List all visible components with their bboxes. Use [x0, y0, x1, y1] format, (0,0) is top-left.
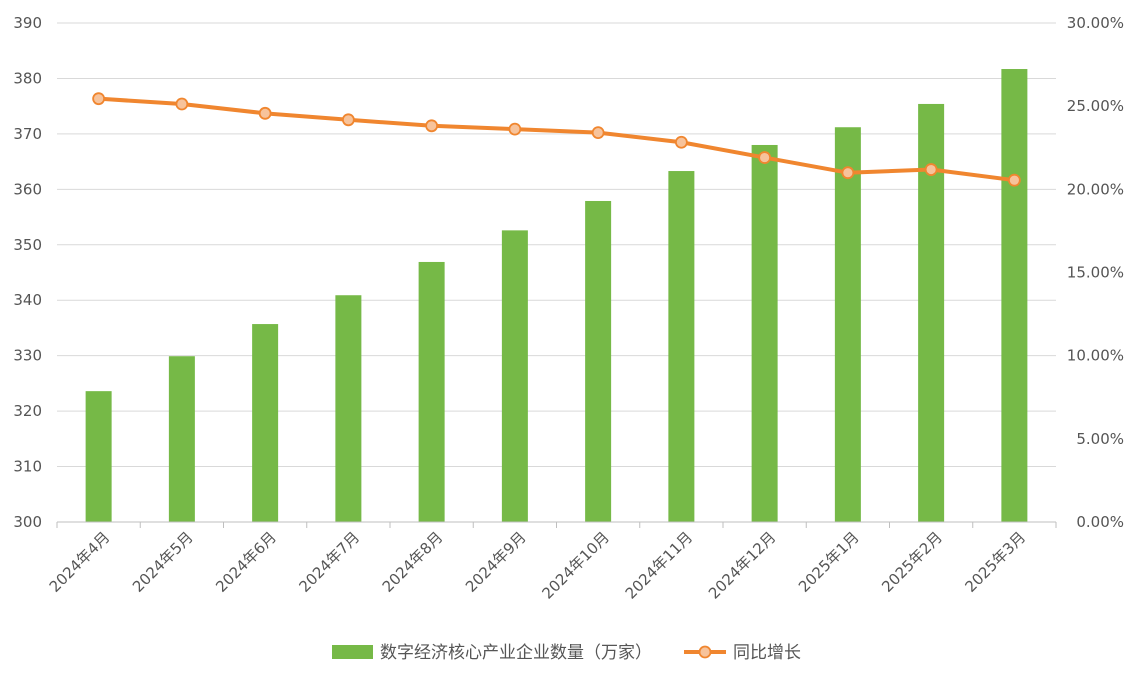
bar [585, 200, 612, 522]
line-point [341, 113, 355, 127]
bar [85, 391, 112, 522]
right-tick-label: 30.00% [1067, 14, 1124, 32]
left-tick-label: 340 [13, 291, 42, 309]
line-point [175, 97, 189, 111]
line-series [92, 92, 1021, 187]
x-tick-label: 2024年5月 [129, 528, 197, 596]
bar [252, 324, 279, 522]
line-point [841, 166, 855, 180]
legend-line-label: 同比增长 [733, 643, 801, 663]
line-point [425, 119, 439, 133]
right-tick-label: 0.00% [1076, 513, 1124, 531]
line-point [1007, 173, 1021, 187]
right-tick-label: 20.00% [1067, 180, 1124, 198]
legend: 数字经济核心产业企业数量（万家） 同比增长 [332, 643, 801, 663]
line-point [591, 126, 605, 140]
left-tick-label: 330 [13, 347, 42, 365]
bar [1001, 69, 1028, 522]
line-point [258, 106, 272, 120]
left-tick-label: 320 [13, 402, 42, 420]
right-axis-ticks: 0.00% 5.00% 10.00% 15.00% 20.00% 25.00% 30.00% [1067, 14, 1124, 531]
x-tick-label: 2025年1月 [795, 528, 863, 596]
left-axis-ticks: 300 310 320 330 340 350 360 370 380 390 [13, 14, 42, 531]
growth-line [96, 96, 1017, 183]
bar [168, 356, 195, 522]
legend-bar-swatch [332, 645, 373, 659]
right-tick-label: 25.00% [1067, 97, 1124, 115]
x-tick-label: 2024年9月 [462, 528, 530, 596]
x-tick-label: 2024年7月 [296, 528, 364, 596]
bar [501, 230, 528, 522]
bar [668, 171, 695, 522]
left-tick-label: 300 [13, 513, 42, 531]
line-point [758, 151, 772, 164]
bar [335, 295, 362, 522]
legend-bar-label: 数字经济核心产业企业数量（万家） [380, 643, 652, 663]
bar [751, 144, 778, 522]
line-point [924, 163, 938, 176]
left-tick-label: 360 [13, 180, 42, 198]
left-tick-label: 350 [13, 236, 42, 254]
left-tick-label: 380 [13, 69, 42, 87]
line-point [92, 92, 106, 106]
x-axis-labels: 2024年4月 2024年5月 2024年6月 2024年7月 2024年8月 2024年… [46, 528, 1029, 602]
gridlines [57, 22, 1056, 468]
legend-line-marker [698, 645, 712, 659]
right-tick-label: 10.00% [1067, 347, 1124, 365]
bar [834, 127, 861, 522]
left-tick-label: 310 [13, 458, 42, 476]
bar-series [85, 69, 1028, 523]
x-tick-label: 2024年4月 [46, 528, 114, 596]
line-point [674, 135, 688, 149]
left-tick-label: 370 [13, 125, 42, 143]
x-tick-label: 2025年3月 [962, 528, 1030, 596]
x-axis-tick-marks [56, 522, 1057, 528]
bar [418, 261, 445, 522]
x-tick-label: 2024年6月 [212, 528, 280, 596]
x-tick-label: 2024年12月 [705, 528, 779, 602]
x-tick-label: 2024年8月 [379, 528, 447, 596]
left-tick-label: 390 [13, 14, 42, 32]
x-tick-label: 2024年10月 [539, 528, 613, 602]
right-tick-label: 5.00% [1076, 430, 1124, 448]
right-tick-label: 15.00% [1067, 264, 1124, 282]
x-tick-label: 2025年2月 [878, 528, 946, 596]
line-point [508, 122, 522, 136]
x-tick-label: 2024年11月 [622, 528, 696, 602]
